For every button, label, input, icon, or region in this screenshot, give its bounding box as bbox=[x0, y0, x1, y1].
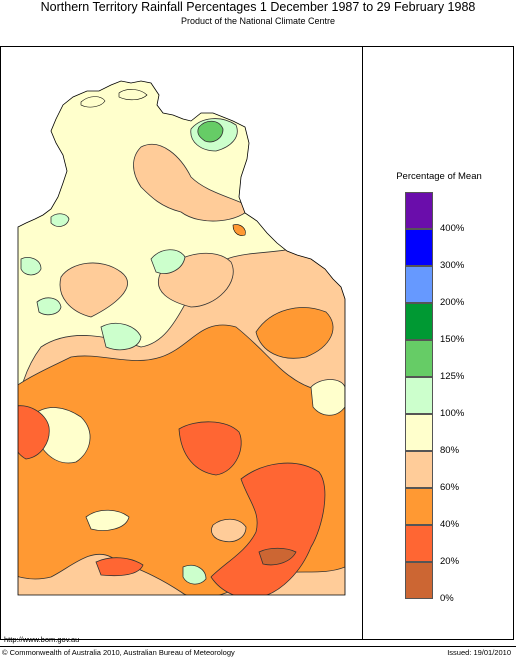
map-frame bbox=[0, 46, 514, 640]
legend-divider bbox=[362, 46, 363, 640]
legend-label: 200% bbox=[440, 297, 465, 308]
legend-swatch bbox=[405, 414, 433, 451]
legend-swatch bbox=[405, 340, 433, 377]
legend-swatch bbox=[405, 229, 433, 266]
source-url[interactable]: http://www.bom.gov.au bbox=[4, 635, 80, 644]
legend-label: 300% bbox=[440, 260, 465, 271]
legend-swatch bbox=[405, 525, 433, 562]
legend-label: 150% bbox=[440, 334, 465, 345]
issued-date: Issued: 19/01/2010 bbox=[447, 648, 511, 657]
footer-rule bbox=[0, 646, 516, 647]
legend-label: 80% bbox=[440, 445, 460, 456]
map-title: Northern Territory Rainfall Percentages … bbox=[40, 0, 476, 14]
legend-swatch bbox=[405, 377, 433, 414]
rainfall-map bbox=[1, 47, 361, 639]
legend-label: 100% bbox=[440, 408, 465, 419]
legend-label: 400% bbox=[440, 223, 465, 234]
legend-swatch bbox=[405, 451, 433, 488]
legend-swatch bbox=[405, 303, 433, 340]
legend-swatch bbox=[405, 192, 433, 229]
map-subtitle: Product of the National Climate Centre bbox=[180, 16, 336, 26]
legend-label: 40% bbox=[440, 519, 460, 530]
legend-label: 0% bbox=[440, 593, 454, 604]
legend-label: 20% bbox=[440, 556, 460, 567]
legend-label: 60% bbox=[440, 482, 460, 493]
legend-swatch bbox=[405, 562, 433, 599]
legend-swatch bbox=[405, 488, 433, 525]
legend-swatch bbox=[405, 266, 433, 303]
legend-title: Percentage of Mean bbox=[396, 171, 482, 182]
legend-label: 125% bbox=[440, 371, 465, 382]
copyright-text: © Commonwealth of Australia 2010, Austra… bbox=[2, 648, 235, 657]
